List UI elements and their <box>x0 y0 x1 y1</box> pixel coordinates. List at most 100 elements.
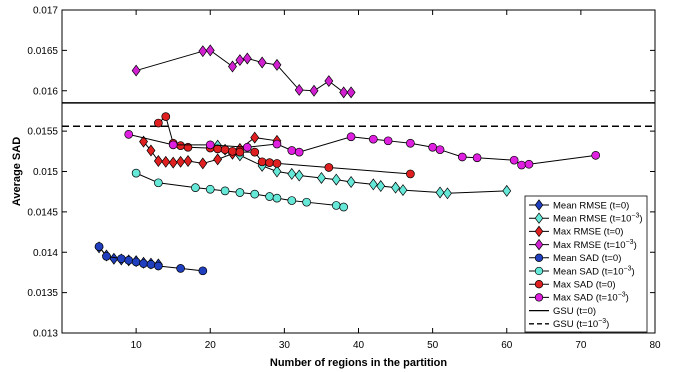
data-point <box>272 58 282 71</box>
legend-label-exponent: −3 <box>626 239 634 246</box>
legend-item: Max SAD (t=10−3) <box>529 292 629 304</box>
data-point <box>139 135 148 148</box>
data-point <box>339 202 349 212</box>
data-point <box>250 147 260 157</box>
legend-label-main: Max RMSE (t=10 <box>553 240 626 251</box>
legend-item: Max RMSE (t=10−3) <box>529 238 637 251</box>
data-point <box>257 157 267 167</box>
data-point <box>324 163 334 172</box>
legend-label: Mean RMSE (t=0) <box>553 200 629 211</box>
legend-label: Mean SAD (t=0) <box>553 253 621 264</box>
data-point <box>346 86 356 99</box>
axis-ticks: 10 20 30 40 50 60 70 80 0.013 0.0135 0.014 0.0145 0.… <box>27 6 661 352</box>
legend-item: Mean RMSE (t=0) <box>529 199 629 211</box>
x-tick-label: 30 <box>279 340 291 351</box>
data-point <box>517 160 526 170</box>
legend-label-main: GSU (t=10 <box>553 319 598 330</box>
data-point <box>376 180 386 193</box>
data-point <box>146 144 156 157</box>
legend-label: Max RMSE (t=0) <box>553 227 623 238</box>
data-point <box>339 86 349 99</box>
legend-item: Max RMSE (t=0) <box>529 225 623 238</box>
data-point <box>502 184 512 197</box>
data-point <box>228 146 237 156</box>
data-point <box>213 144 223 154</box>
data-point <box>534 253 544 262</box>
data-point <box>242 52 252 65</box>
data-point <box>368 178 378 191</box>
data-point <box>509 155 519 165</box>
data-point <box>183 155 193 167</box>
data-point <box>302 197 311 207</box>
data-point <box>161 112 171 121</box>
data-point <box>406 169 415 179</box>
data-point <box>294 83 304 96</box>
data-point <box>287 146 297 155</box>
legend-label-main: Max SAD (t=10 <box>553 293 618 304</box>
series <box>124 130 601 170</box>
data-point <box>235 188 245 197</box>
data-point <box>287 196 297 205</box>
data-point <box>346 176 356 188</box>
data-point <box>324 75 334 88</box>
data-point <box>220 145 230 155</box>
x-tick-label: 80 <box>649 340 661 351</box>
legend-label-close: ) <box>639 214 642 225</box>
data-point <box>228 60 237 73</box>
data-point <box>524 159 534 169</box>
legend-label-exponent: −3 <box>631 213 639 220</box>
data-point <box>242 142 252 152</box>
data-point <box>146 260 156 269</box>
data-point <box>534 238 544 251</box>
legend-label-main: Mean SAD (t=0) <box>553 253 621 264</box>
data-point <box>309 84 319 97</box>
data-point <box>428 142 437 152</box>
data-point <box>176 155 186 168</box>
data-point <box>257 56 267 69</box>
legend-label-main: Max RMSE (t=0) <box>553 227 623 238</box>
legend-item: GSU (t=10−3) <box>529 318 609 330</box>
x-tick-label: 70 <box>575 340 587 351</box>
data-point <box>534 225 544 238</box>
legend-label: GSU (t=10−3) <box>553 318 609 330</box>
data-point <box>472 153 482 163</box>
legend-label-close: ) <box>634 240 637 251</box>
data-point <box>265 192 274 201</box>
y-tick-label: 0.0135 <box>27 288 58 299</box>
data-point <box>435 186 445 199</box>
legend-label: GSU (t=0) <box>553 306 596 317</box>
data-point <box>198 157 208 170</box>
x-tick-label: 40 <box>353 340 365 351</box>
data-point <box>131 257 141 267</box>
data-point <box>534 293 544 302</box>
reference-lines <box>62 102 655 128</box>
data-point <box>250 131 260 144</box>
series-layer <box>94 44 601 276</box>
data-point <box>153 155 163 167</box>
data-point <box>534 199 544 211</box>
legend-label-main: Mean RMSE (t=10 <box>553 214 631 225</box>
data-point <box>591 151 601 160</box>
legend-label: Max SAD (t=10−3) <box>553 292 629 304</box>
y-tick-label: 0.0145 <box>27 207 58 218</box>
data-point <box>124 255 134 265</box>
legend-item: Mean RMSE (t=10−3) <box>529 212 643 225</box>
y-tick-label: 0.016 <box>33 86 58 97</box>
data-point <box>205 184 215 194</box>
data-point <box>346 132 356 142</box>
legend-label: Mean RMSE (t=10−3) <box>553 213 643 225</box>
data-point <box>534 266 544 276</box>
series <box>131 44 356 99</box>
data-point <box>294 147 304 157</box>
data-point <box>161 155 171 168</box>
data-point <box>205 140 215 150</box>
data-point <box>191 183 200 192</box>
legend-item: GSU (t=0) <box>529 306 596 317</box>
data-point <box>168 140 178 150</box>
y-axis-title: Average SAD <box>11 137 23 206</box>
x-tick-label: 50 <box>427 340 439 351</box>
data-point <box>368 134 378 144</box>
x-tick-label: 10 <box>131 340 143 351</box>
data-point <box>102 251 111 261</box>
legend-label-exponent: −3 <box>624 265 632 272</box>
